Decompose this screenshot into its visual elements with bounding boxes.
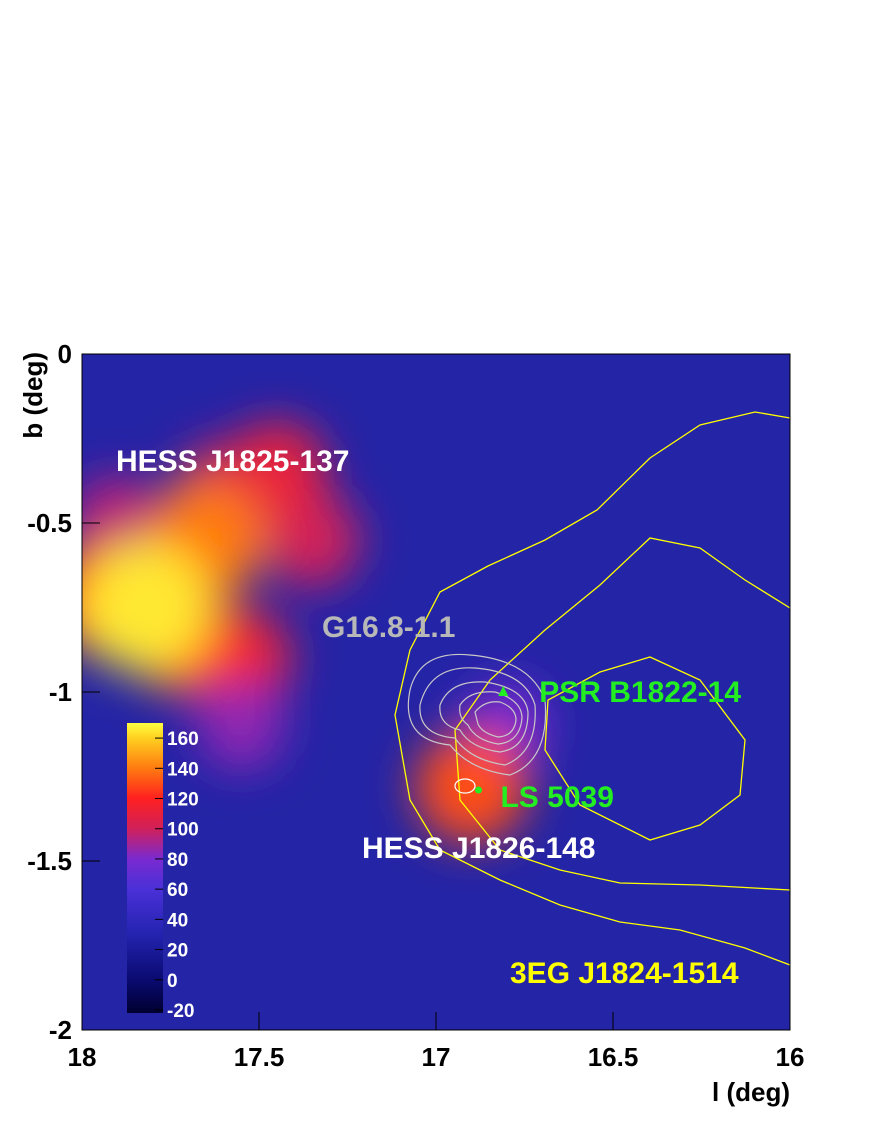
- egret-contour: [454, 537, 790, 891]
- source-label: PSR B1822-14: [539, 676, 741, 709]
- egret-contour: [394, 411, 790, 966]
- source-marker: [498, 686, 509, 696]
- radio-contour: [459, 691, 523, 745]
- radio-contour: [419, 667, 536, 766]
- heat-peak: [415, 730, 528, 844]
- colorbar-tick-label: 100: [167, 820, 199, 841]
- colorbar-tick-label: 120: [167, 790, 199, 811]
- heat-peak: [225, 421, 328, 524]
- heat-peak: [82, 541, 212, 674]
- colorbar-tick-label: 160: [167, 729, 199, 750]
- colorbar-tick-label: 140: [167, 759, 199, 780]
- egret-contour: [544, 656, 746, 841]
- annotation: 3EG J1824-1514: [510, 957, 739, 990]
- heat-peak: [197, 682, 286, 770]
- colorbar-tick-label: 20: [167, 941, 188, 962]
- y-tick-label: -2: [49, 1015, 72, 1045]
- x-tick-label: 16: [776, 1042, 805, 1072]
- radio-contour: [474, 701, 517, 738]
- y-tick-label: 0: [58, 339, 72, 369]
- source-label: LS 5039: [500, 781, 613, 814]
- hess-contour: [454, 778, 476, 794]
- annotation: HESS J1826-148: [362, 832, 596, 865]
- y-tick-label: -0.5: [27, 508, 72, 538]
- colorbar-tick-label: 40: [167, 910, 188, 931]
- y-tick-label: -1: [49, 677, 72, 707]
- annotation: G16.8-1.1: [322, 611, 455, 644]
- heatmap: [82, 421, 550, 844]
- radio-contour: [439, 681, 529, 753]
- colorbar-tick-label: -20: [167, 1001, 194, 1022]
- x-tick-label: 16.5: [588, 1042, 639, 1072]
- annotation: HESS J1825-137: [116, 445, 350, 478]
- colorbar-tick-label: 0: [167, 971, 178, 992]
- x-tick-label: 17.5: [234, 1042, 285, 1072]
- colorbar-tick-label: 60: [167, 880, 188, 901]
- contours: [394, 411, 790, 966]
- colorbar-tick-label: 80: [167, 850, 188, 871]
- source-marker: [474, 786, 482, 794]
- x-tick-label: 18: [68, 1042, 97, 1072]
- x-tick-label: 17: [422, 1042, 451, 1072]
- radio-contour: [407, 653, 547, 776]
- colorbar: [127, 723, 163, 1013]
- y-tick-label: -1.5: [27, 846, 72, 876]
- x-axis-title: l (deg): [712, 1077, 790, 1107]
- y-axis-title: b (deg): [18, 352, 48, 439]
